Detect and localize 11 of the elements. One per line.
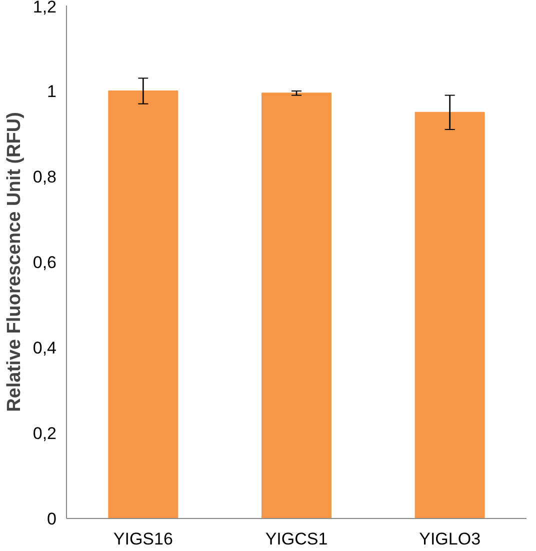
y-tick-label: 1,2 bbox=[32, 0, 57, 16]
y-tick-label: 0,6 bbox=[32, 253, 57, 272]
y-tick-label: 0 bbox=[47, 510, 57, 528]
y-tick-label: 0,8 bbox=[32, 168, 57, 186]
y-tick-label: 1 bbox=[47, 82, 57, 101]
y-axis-title: Relative Fluorescence Unit (RFU) bbox=[4, 112, 25, 412]
y-tick-label: 0,2 bbox=[32, 424, 57, 443]
x-tick-label: YIGCS1 bbox=[265, 530, 328, 548]
x-tick-label: YIGLO3 bbox=[419, 530, 481, 548]
x-tick-label: YIGS16 bbox=[113, 530, 173, 548]
y-tick-label: 0,4 bbox=[32, 338, 57, 358]
